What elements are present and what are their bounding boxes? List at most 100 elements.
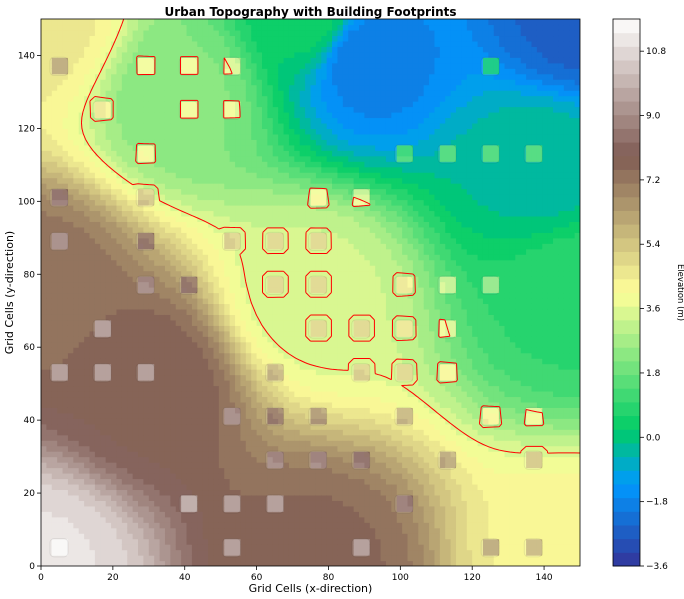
heatmap-cell xyxy=(111,314,118,321)
heatmap-cell xyxy=(148,478,155,485)
heatmap-cell xyxy=(132,401,139,408)
heatmap-cell xyxy=(288,106,295,113)
heatmap-cell xyxy=(208,473,215,480)
heatmap-cell xyxy=(251,128,258,135)
heatmap-cell xyxy=(154,95,161,102)
heatmap-cell xyxy=(67,281,74,288)
heatmap-cell xyxy=(272,254,279,261)
heatmap-cell xyxy=(240,325,247,332)
heatmap-cell xyxy=(197,265,204,272)
heatmap-cell xyxy=(235,270,242,277)
heatmap-cell xyxy=(175,29,182,37)
heatmap-cell xyxy=(105,489,112,496)
heatmap-cell xyxy=(164,483,171,491)
heatmap-cell xyxy=(218,95,225,102)
heatmap-cell xyxy=(288,144,295,151)
heatmap-cell xyxy=(73,374,80,381)
heatmap-cell xyxy=(111,489,118,496)
heatmap-cell xyxy=(170,374,177,381)
heatmap-cell xyxy=(213,451,220,458)
heatmap-cell xyxy=(94,500,101,507)
heatmap-cell xyxy=(170,215,177,222)
heatmap-cell xyxy=(89,204,96,212)
heatmap-cell xyxy=(73,95,80,102)
heatmap-cell xyxy=(218,533,225,540)
heatmap-cell xyxy=(245,303,252,310)
heatmap-cell xyxy=(73,483,80,491)
heatmap-cell xyxy=(41,24,47,31)
heatmap-cell xyxy=(278,243,285,250)
heatmap-cell xyxy=(305,473,312,480)
heatmap-cell xyxy=(154,358,161,365)
heatmap-cell xyxy=(213,122,220,129)
heatmap-cell xyxy=(256,188,263,195)
heatmap-cell xyxy=(67,522,74,529)
heatmap-cell xyxy=(84,199,91,206)
heatmap-cell xyxy=(73,380,80,387)
heatmap-cell xyxy=(46,24,53,31)
heatmap-cell xyxy=(94,259,101,266)
heatmap-cell xyxy=(170,297,177,305)
heatmap-cell xyxy=(278,456,285,463)
heatmap-cell xyxy=(89,210,96,217)
heatmap-cell xyxy=(41,144,47,151)
heatmap-cell xyxy=(57,489,64,496)
heatmap-cell xyxy=(197,172,204,179)
heatmap-cell xyxy=(197,467,204,474)
heatmap-cell xyxy=(143,549,150,556)
heatmap-cell xyxy=(84,188,91,195)
heatmap-cell xyxy=(235,325,242,332)
heatmap-cell xyxy=(278,352,285,359)
heatmap-cell xyxy=(138,494,145,501)
heatmap-cell xyxy=(197,35,204,42)
heatmap-cell xyxy=(111,35,118,42)
heatmap-cell xyxy=(278,423,285,430)
heatmap-cell xyxy=(132,555,139,562)
heatmap-cell xyxy=(138,270,145,277)
heatmap-cell xyxy=(240,314,247,321)
heatmap-cell xyxy=(78,423,85,430)
heatmap-cell xyxy=(78,473,85,480)
heatmap-cell xyxy=(111,308,118,315)
heatmap-cell xyxy=(121,412,128,419)
heatmap-cell xyxy=(94,451,101,458)
heatmap-cell xyxy=(111,511,118,518)
heatmap-cell xyxy=(105,445,112,452)
heatmap-cell xyxy=(143,232,150,239)
heatmap-cell xyxy=(240,396,247,403)
heatmap-cell xyxy=(181,440,188,447)
heatmap-cell xyxy=(143,248,150,255)
heatmap-cell xyxy=(213,40,220,47)
heatmap-cell xyxy=(272,128,279,135)
heatmap-cell xyxy=(41,73,47,80)
heatmap-cell xyxy=(67,336,74,343)
heatmap-cell xyxy=(100,303,107,310)
heatmap-cell xyxy=(89,429,96,436)
heatmap-cell xyxy=(94,215,101,222)
heatmap-cell xyxy=(116,84,123,91)
heatmap-cell xyxy=(294,352,301,359)
heatmap-cell xyxy=(132,500,139,507)
heatmap-cell xyxy=(46,473,53,480)
heatmap-cell xyxy=(278,314,285,321)
heatmap-cell xyxy=(305,533,312,540)
heatmap-cell xyxy=(89,144,96,151)
heatmap-cell xyxy=(111,396,118,403)
heatmap-cell xyxy=(100,483,107,491)
heatmap-cell xyxy=(62,73,69,80)
heatmap-cell xyxy=(261,473,268,480)
heatmap-cell xyxy=(111,117,118,124)
heatmap-cell xyxy=(213,494,220,501)
heatmap-cell xyxy=(132,390,139,398)
heatmap-cell xyxy=(57,161,64,168)
heatmap-cell xyxy=(218,177,225,184)
heatmap-cell xyxy=(67,429,74,436)
heatmap-cell xyxy=(294,177,301,184)
heatmap-cell xyxy=(181,270,188,277)
heatmap-cell xyxy=(78,374,85,381)
heatmap-cell xyxy=(213,544,220,551)
heatmap-cell xyxy=(191,434,198,441)
heatmap-cell xyxy=(245,445,252,452)
heatmap-cell xyxy=(132,423,139,430)
heatmap-cell xyxy=(197,538,204,545)
